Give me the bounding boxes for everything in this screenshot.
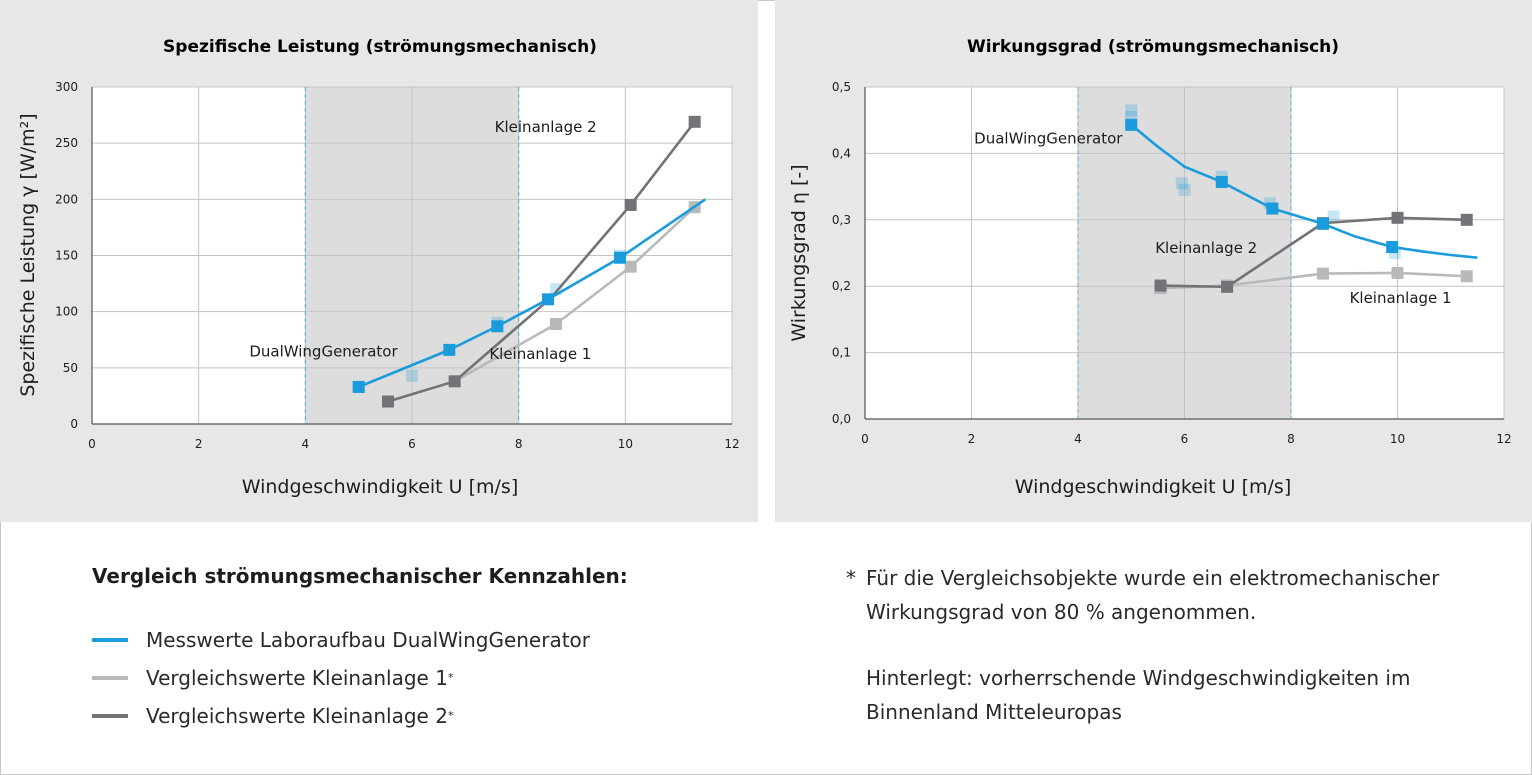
- legend-label-kleinanlage1: Vergleichswerte Kleinanlage 1: [146, 666, 448, 690]
- chart1-data-point-dualwing: [614, 251, 626, 264]
- legend-item-kleinanlage1: Vergleichswerte Kleinanlage 1 *: [92, 664, 453, 692]
- chart1-data-point-kleinanlage-2: [382, 395, 394, 408]
- chart2-data-point-kleinanlage-2: [1391, 211, 1404, 224]
- chart2-x-tick-label: 12: [1496, 432, 1511, 446]
- chart1-x-tick-label: 0: [88, 437, 96, 451]
- chart2-data-point-kleinanlage-1: [1391, 266, 1404, 279]
- background-note: Hinterlegt: vorherrschende Windgeschwind…: [866, 666, 1411, 724]
- chart2-data-point-kleinanlage-2: [1460, 213, 1473, 226]
- chart2-annotation: Kleinanlage 2: [1155, 239, 1257, 257]
- chart1-x-tick-label: 4: [302, 437, 310, 451]
- chart1-annotation: DualWingGenerator: [249, 343, 398, 361]
- chart-panel-efficiency: 0 2 4 6 8 10 12 0,0 0,1 0,2 0,3 0,4 0,5 Wirkungsgrad …: [775, 0, 1532, 522]
- footnote-assumption: * Für die Vergleichsobjekte wurde ein el…: [846, 561, 1526, 629]
- chart2-x-tick-label: 4: [1074, 432, 1082, 446]
- chart2-x-tick-label: 2: [968, 432, 976, 446]
- chart1-data-point-dualwing: [352, 380, 365, 393]
- chart1-x-tick-label: 12: [724, 437, 739, 451]
- legend-item-dualwing: Messwerte Laboraufbau DualWingGenerator: [92, 626, 590, 654]
- chart1-data-point-dualwing: [443, 343, 456, 356]
- chart1-x-tick-label: 8: [515, 437, 523, 451]
- chart2-data-point-kleinanlage-2: [1154, 279, 1167, 292]
- chart2-data-point-dualwing: [1316, 217, 1329, 230]
- chart2-y-tick-label: 0,0: [832, 412, 851, 426]
- chart2-x-axis-label: Windgeschwindigkeit U [m/s]: [1015, 476, 1292, 498]
- chart2-x-tick-label: 0: [861, 432, 869, 446]
- chart1-data-point-kleinanlage-2: [448, 375, 461, 388]
- chart2-measurement-scatter-point: [1327, 210, 1340, 223]
- chart1-data-point-kleinanlage-1: [624, 260, 637, 273]
- chart2-y-tick-label: 0,4: [832, 146, 851, 160]
- legend-label-dualwing: Messwerte Laboraufbau DualWingGenerator: [146, 628, 591, 652]
- footnote-text: Für die Vergleichsobjekte wurde ein elek…: [866, 566, 1440, 624]
- chart1-x-axis-label: Windgeschwindigkeit U [m/s]: [242, 476, 519, 498]
- chart2-x-tick-label: 10: [1390, 432, 1405, 446]
- chart2-data-point-kleinanlage-1: [1460, 270, 1473, 283]
- legend-swatch-kleinanlage1: [92, 676, 128, 680]
- chart1-y-tick-label: 300: [55, 80, 78, 94]
- chart1-series-line-dualwing: [358, 198, 707, 389]
- chart1-series-line-kleinanlage-1: [454, 206, 696, 383]
- chart2-data-point-dualwing: [1125, 118, 1138, 131]
- legend-swatch-dualwing: [92, 638, 128, 642]
- chart1-y-tick-label: 150: [55, 249, 78, 263]
- chart2-data-point-kleinanlage-1: [1316, 267, 1329, 280]
- chart2-measurement-scatter-point: [1178, 183, 1191, 196]
- chart1-title: Spezifische Leistung (strömungsmechanisc…: [163, 37, 597, 57]
- chart1-y-tick-label: 0: [70, 417, 78, 431]
- chart2-y-tick-label: 0,2: [832, 279, 851, 293]
- legend-swatch-kleinanlage2: [92, 714, 128, 718]
- chart1-y-tick-label: 200: [55, 192, 78, 206]
- chart1-x-tick-label: 10: [618, 437, 633, 451]
- legend-item-kleinanlage2: Vergleichswerte Kleinanlage 2 *: [92, 702, 453, 730]
- chart1-data-point-dualwing: [491, 320, 504, 333]
- chart2-measurement-scatter-point: [1125, 104, 1138, 117]
- chart1-measurement-scatter-point: [406, 369, 418, 382]
- chart2-data-point-dualwing: [1386, 241, 1399, 254]
- chart2-y-tick-label: 0,3: [832, 213, 851, 227]
- chart1-annotation: Kleinanlage 1: [489, 345, 591, 363]
- power-chart: 0 2 4 6 8 10 12 0 50 100 150 200 250 300 Spezifische L…: [17, 37, 740, 498]
- chart2-x-tick-label: 6: [1181, 432, 1189, 446]
- chart2-x-tick-label: 8: [1287, 432, 1295, 446]
- chart1-data-point-kleinanlage-2: [688, 115, 701, 128]
- chart2-y-axis-label: Wirkungsgrad η [-]: [788, 164, 810, 341]
- chart1-data-point-kleinanlage-1: [550, 318, 562, 331]
- chart2-annotation: DualWingGenerator: [974, 129, 1123, 147]
- chart2-data-point-kleinanlage-2: [1221, 280, 1234, 293]
- chart1-y-tick-label: 100: [55, 305, 78, 319]
- chart-panel-power: 0 2 4 6 8 10 12 0 50 100 150 200 250 300 Spezifische L…: [0, 0, 758, 522]
- chart2-y-tick-label: 0,1: [832, 346, 851, 360]
- chart1-x-tick-label: 6: [408, 437, 416, 451]
- chart1-data-point-dualwing: [542, 293, 554, 306]
- chart1-y-tick-label: 50: [63, 361, 78, 375]
- legend-title: Vergleich strömungsmechanischer Kennzahl…: [92, 564, 628, 588]
- chart1-y-axis-label: Spezifische Leistung γ [W/m²]: [17, 113, 39, 396]
- chart1-y-tick-label: 250: [55, 136, 78, 150]
- chart2-y-tick-label: 0,5: [832, 80, 851, 94]
- chart1-x-tick-label: 2: [195, 437, 203, 451]
- efficiency-chart: 0 2 4 6 8 10 12 0,0 0,1 0,2 0,3 0,4 0,5 Wirkungsgrad …: [788, 37, 1512, 498]
- legend-label-kleinanlage2: Vergleichswerte Kleinanlage 2: [146, 704, 448, 728]
- chart2-data-point-dualwing: [1215, 175, 1228, 188]
- chart1-data-point-kleinanlage-2: [624, 198, 637, 211]
- footnote-star: *: [846, 566, 856, 590]
- chart1-annotation: Kleinanlage 2: [495, 118, 597, 136]
- footnote-background: Hinterlegt: vorherrschende Windgeschwind…: [846, 661, 1526, 729]
- chart2-annotation: Kleinanlage 1: [1350, 289, 1452, 307]
- chart2-measurement-scatter-point: [1175, 177, 1188, 190]
- chart2-data-point-dualwing: [1266, 202, 1279, 215]
- chart2-title: Wirkungsgrad (strömungsmechanisch): [967, 37, 1339, 57]
